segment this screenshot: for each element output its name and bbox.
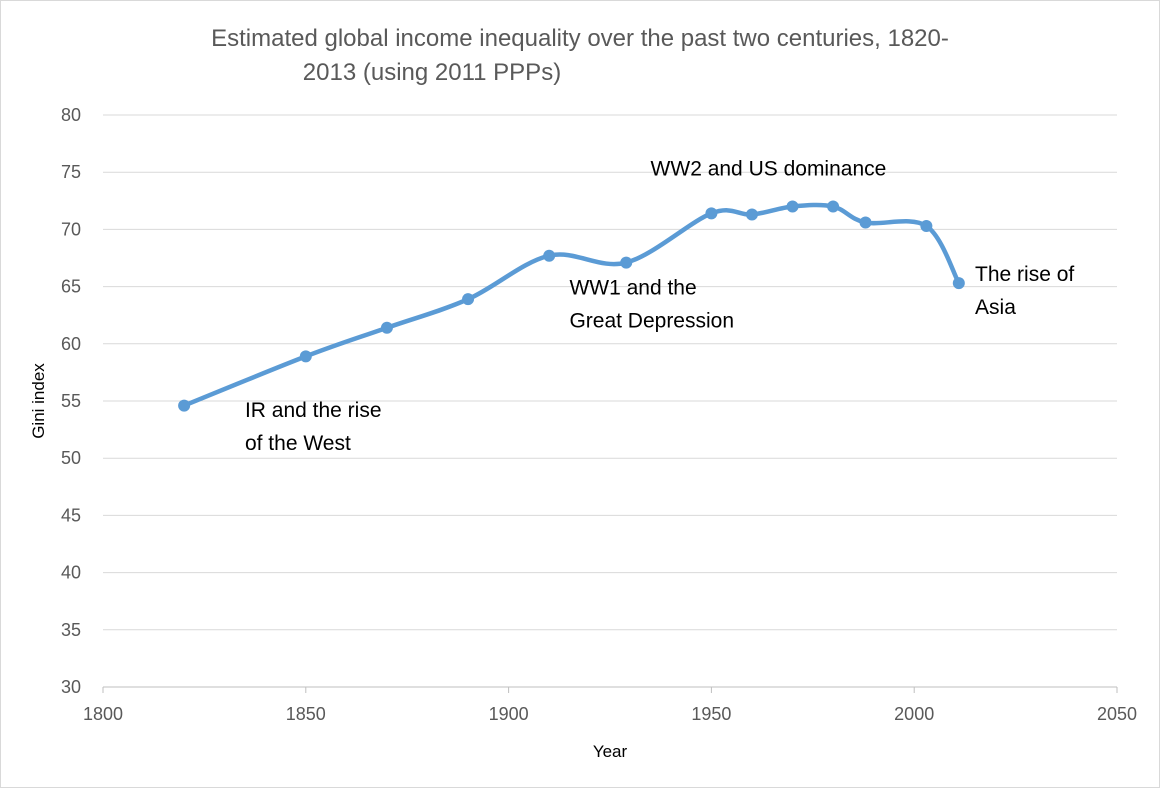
data-points (178, 200, 965, 412)
annotation-text: The rise of (975, 263, 1074, 286)
y-axis-ticks: 30 35 40 45 50 55 60 65 70 75 80 (61, 105, 81, 697)
data-point (620, 256, 633, 269)
data-point (827, 200, 840, 213)
data-point (380, 321, 393, 334)
annotations: IR and the rise of the West WW1 and the Gre… (245, 158, 1074, 455)
x-tick-label: 1800 (83, 704, 123, 724)
x-axis-ticks: 1800 1850 1900 1950 2000 2050 (83, 687, 1137, 724)
x-tick-label: 1900 (489, 704, 529, 724)
data-point (543, 249, 556, 262)
data-point (952, 277, 965, 290)
y-tick-label: 35 (61, 620, 81, 640)
annotation-text: Great Depression (569, 310, 734, 333)
annotation-text: IR and the rise (245, 399, 382, 422)
data-point (299, 350, 312, 363)
y-tick-label: 40 (61, 563, 81, 583)
y-tick-label: 45 (61, 505, 81, 525)
annotation-text: WW2 and US dominance (651, 158, 887, 181)
chart-title-line-1: Estimated global income inequality over … (211, 25, 949, 52)
data-point (859, 216, 872, 229)
annotation-text: WW1 and the (569, 277, 696, 300)
chart-title-line-2: 2013 (using 2011 PPPs) (303, 59, 561, 86)
data-point (786, 200, 799, 213)
data-point (462, 293, 475, 306)
x-tick-label: 2000 (894, 704, 934, 724)
x-tick-label: 1850 (286, 704, 326, 724)
y-tick-label: 50 (61, 448, 81, 468)
series-line-gini (183, 202, 961, 408)
data-point (745, 208, 758, 221)
annotation-text: of the West (245, 432, 351, 455)
y-tick-label: 65 (61, 277, 81, 297)
y-tick-label: 55 (61, 391, 81, 411)
gridlines (103, 114, 1117, 631)
data-point (920, 219, 933, 232)
y-tick-label: 70 (61, 219, 81, 239)
x-tick-label: 2050 (1097, 704, 1137, 724)
y-tick-label: 60 (61, 334, 81, 354)
y-axis-label: Gini index (29, 363, 48, 439)
x-axis-label: Year (593, 742, 628, 761)
annotation-text: Asia (975, 296, 1016, 319)
y-tick-label: 75 (61, 162, 81, 182)
y-tick-label: 80 (61, 105, 81, 125)
x-tick-label: 1950 (691, 704, 731, 724)
y-tick-label: 30 (61, 677, 81, 697)
data-point (705, 207, 718, 220)
data-point (178, 399, 191, 412)
